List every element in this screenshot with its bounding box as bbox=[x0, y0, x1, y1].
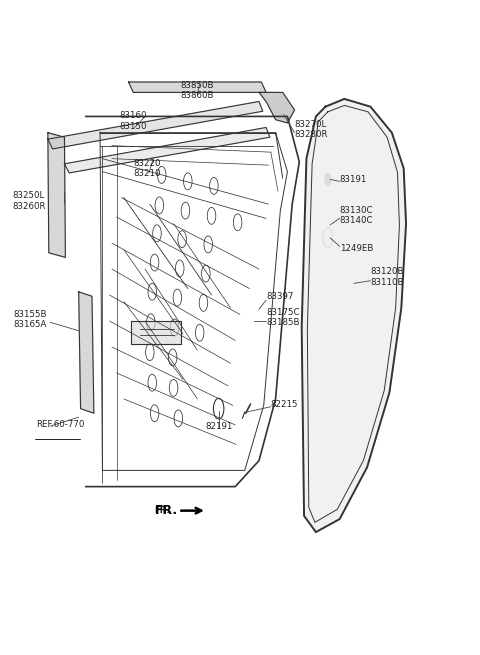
Text: 83130C
83140C: 83130C 83140C bbox=[340, 206, 373, 225]
Polygon shape bbox=[131, 321, 180, 344]
Text: 83191: 83191 bbox=[340, 175, 367, 184]
Text: 83220
83210: 83220 83210 bbox=[134, 159, 161, 178]
Text: FR.: FR. bbox=[155, 504, 178, 517]
Text: 83175C
83185B: 83175C 83185B bbox=[266, 308, 300, 328]
Text: 83155B
83165A: 83155B 83165A bbox=[13, 310, 47, 329]
Text: 82215: 82215 bbox=[271, 400, 299, 409]
Polygon shape bbox=[48, 133, 65, 257]
Polygon shape bbox=[301, 99, 406, 532]
Text: 83850B
83860B: 83850B 83860B bbox=[180, 81, 214, 100]
Text: 82191: 82191 bbox=[205, 422, 232, 431]
Text: 83250L
83260R: 83250L 83260R bbox=[12, 191, 46, 210]
Polygon shape bbox=[79, 291, 94, 413]
Text: REF.60-770: REF.60-770 bbox=[36, 421, 84, 430]
Text: 83270L
83280R: 83270L 83280R bbox=[295, 120, 328, 139]
Polygon shape bbox=[129, 82, 266, 92]
Text: 83397: 83397 bbox=[266, 292, 293, 301]
Polygon shape bbox=[48, 102, 263, 149]
Polygon shape bbox=[259, 92, 295, 123]
Text: 83160
83150: 83160 83150 bbox=[120, 111, 147, 131]
Text: 1249EB: 1249EB bbox=[340, 244, 373, 253]
Text: 83120B
83110B: 83120B 83110B bbox=[371, 267, 404, 286]
Text: FR.: FR. bbox=[155, 506, 170, 515]
Polygon shape bbox=[64, 128, 270, 173]
Ellipse shape bbox=[324, 172, 331, 187]
